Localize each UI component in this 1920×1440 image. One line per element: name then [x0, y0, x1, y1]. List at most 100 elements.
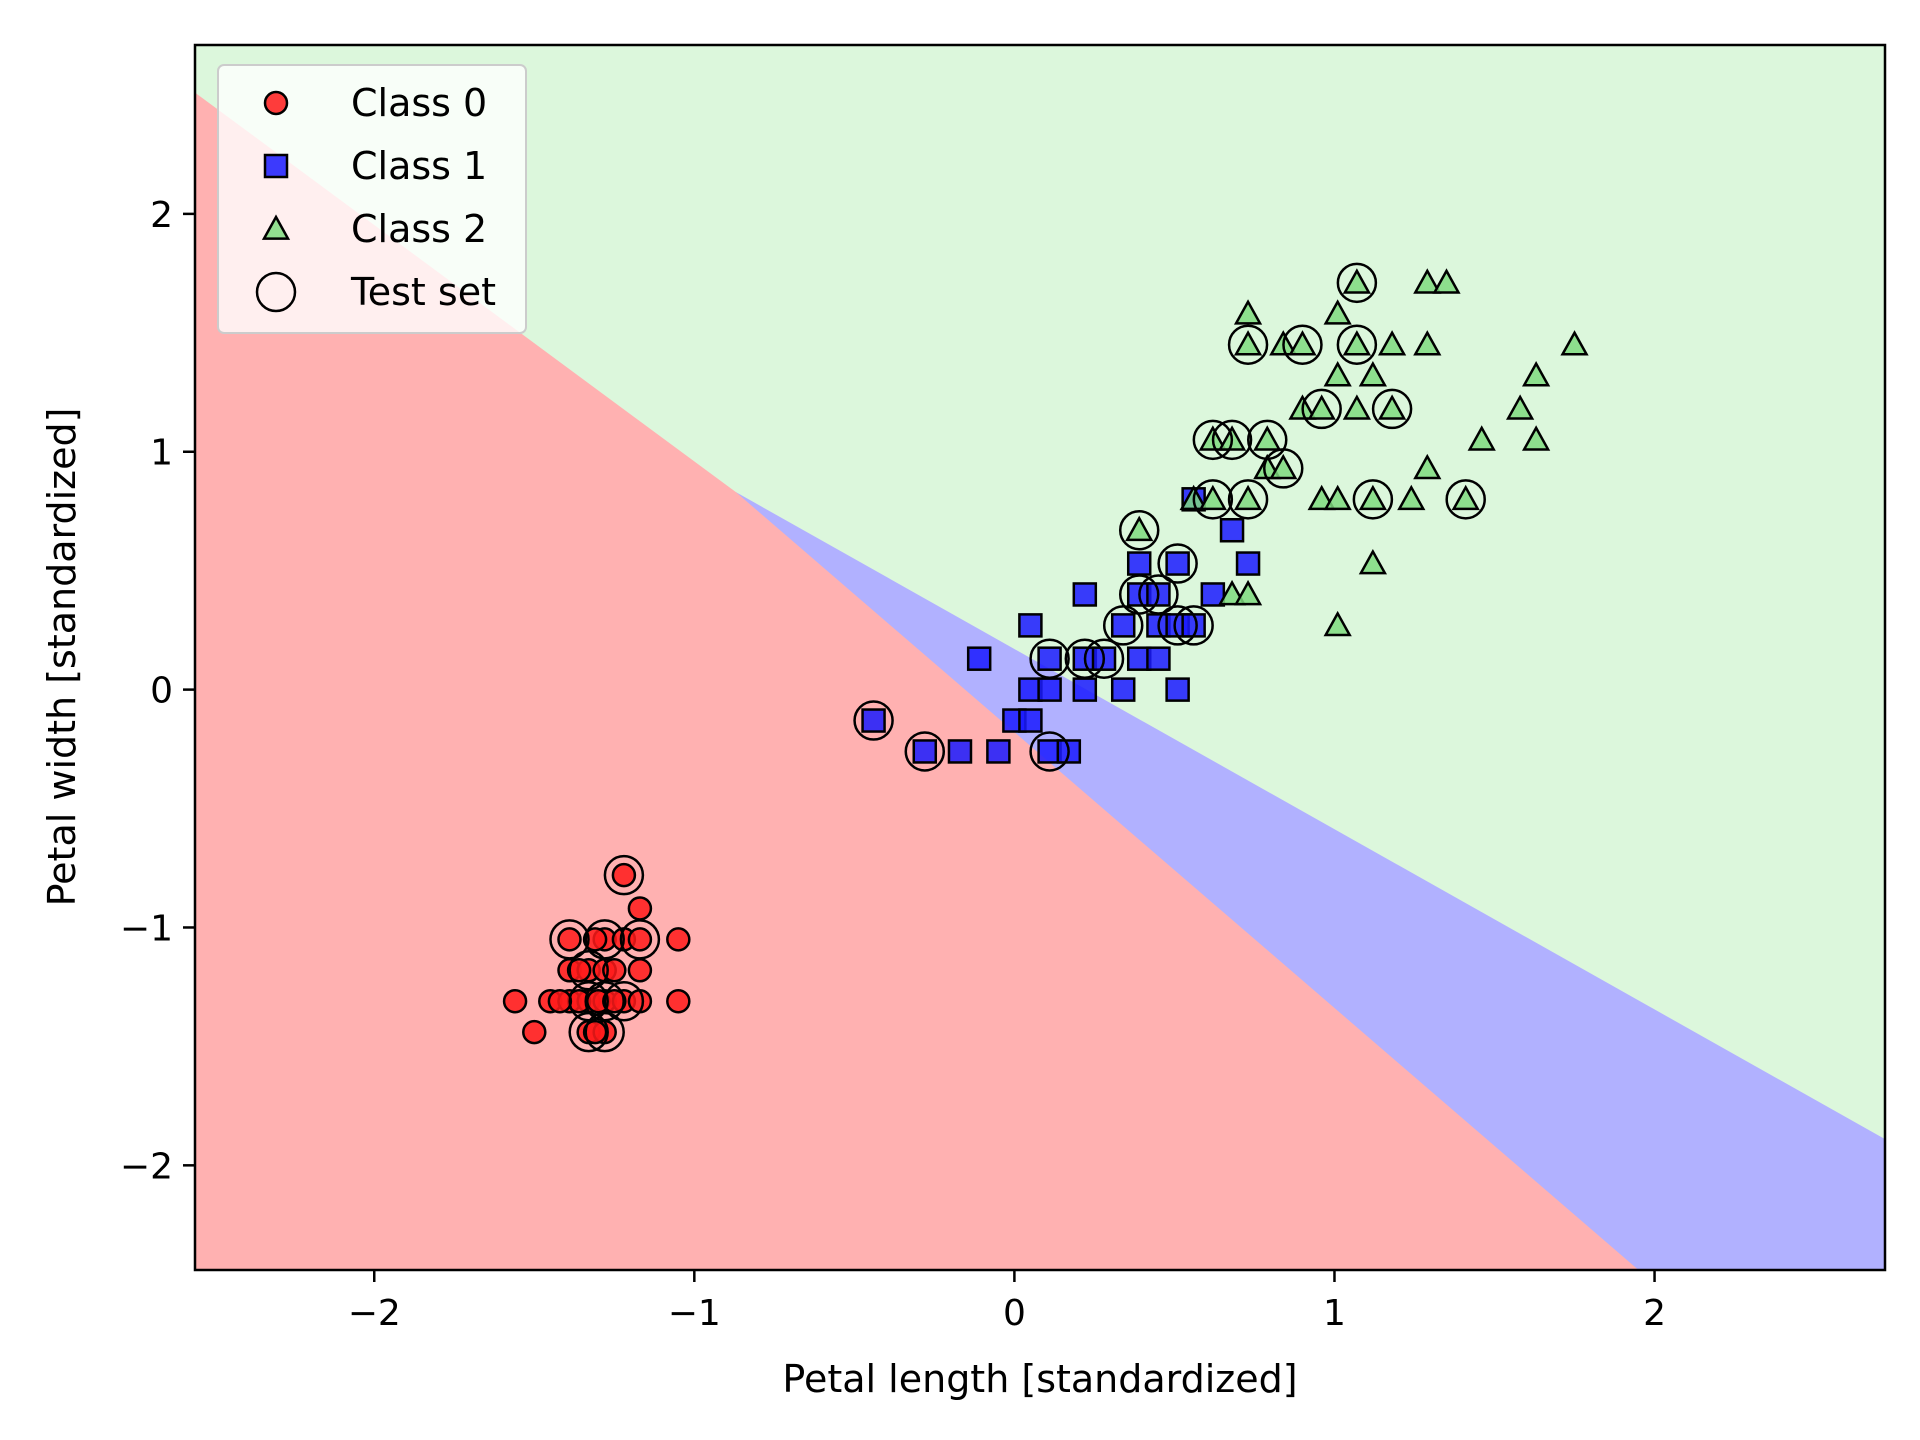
data-point — [584, 1011, 625, 1053]
data-point — [619, 919, 661, 960]
data-point — [1233, 330, 1263, 356]
data-point — [1173, 605, 1214, 646]
data-point — [1200, 582, 1226, 607]
data-point — [947, 739, 973, 764]
data-point — [1126, 551, 1152, 576]
x-tick-label: −1 — [668, 1293, 721, 1334]
data-point — [1235, 551, 1261, 576]
data-point — [1083, 638, 1125, 679]
legend-box — [217, 64, 527, 334]
y-tick-label: 0 — [150, 671, 173, 712]
data-point — [1138, 574, 1179, 615]
data-point — [1358, 548, 1388, 575]
x-tick-label: 2 — [1643, 1293, 1666, 1334]
data-point — [1064, 638, 1106, 679]
data-point — [1342, 268, 1371, 294]
data-point — [1432, 268, 1461, 294]
data-point — [1301, 388, 1342, 430]
data-point — [1072, 677, 1098, 702]
data-point — [547, 988, 573, 1014]
data-point — [1219, 517, 1245, 543]
data-point — [1165, 677, 1190, 702]
data-point — [1323, 299, 1352, 325]
data-point — [1336, 262, 1378, 304]
data-point — [912, 739, 938, 764]
data-point — [627, 927, 653, 952]
data-point — [1018, 613, 1043, 638]
data-point — [522, 1019, 547, 1045]
data-point — [1445, 479, 1486, 520]
x-axis-ticks: −2 −1 0 1 2 — [348, 1270, 1666, 1334]
data-point — [584, 980, 625, 1022]
data-point — [1198, 484, 1227, 511]
data-point — [986, 739, 1011, 764]
data-point — [611, 862, 637, 888]
data-point — [1165, 551, 1190, 576]
data-point — [1560, 330, 1589, 356]
data-point — [861, 708, 886, 733]
legend-marker — [255, 271, 297, 313]
data-point — [1157, 605, 1198, 646]
legend-entry: Class 2 — [261, 207, 487, 251]
data-point — [1227, 479, 1269, 520]
data-point — [602, 988, 627, 1014]
data-point — [1377, 330, 1407, 356]
data-points — [502, 262, 1589, 1053]
data-point — [1037, 677, 1062, 702]
data-point — [1192, 419, 1234, 461]
data-point — [1342, 394, 1371, 420]
legend-label: Class 1 — [351, 144, 487, 188]
legend: Class 0 Class 1 Class 2 Test set — [217, 64, 527, 334]
legend-label: Class 2 — [351, 207, 487, 251]
data-point — [1323, 361, 1352, 387]
data-point — [1323, 610, 1352, 637]
x-tick-label: 0 — [1003, 1293, 1026, 1334]
data-point — [904, 731, 946, 772]
y-tick-label: −2 — [120, 1146, 173, 1187]
data-point — [1342, 330, 1371, 356]
data-point — [1282, 324, 1323, 365]
decision-regions — [195, 45, 1885, 1270]
data-point — [1157, 543, 1198, 584]
data-point — [1352, 479, 1394, 520]
data-point — [1307, 394, 1336, 420]
data-point — [603, 854, 645, 896]
data-point — [1029, 731, 1070, 772]
data-point — [1110, 613, 1136, 638]
y-axis-ticks: −2 −1 0 1 2 — [120, 195, 195, 1187]
legend-label: Test set — [350, 270, 496, 314]
data-point — [1253, 425, 1282, 451]
region-class-0 — [195, 92, 1639, 1270]
data-point — [1358, 484, 1388, 511]
series-test-set — [549, 262, 1486, 1053]
y-tick-label: 2 — [150, 195, 173, 236]
data-point — [1018, 708, 1043, 733]
data-point — [1323, 484, 1352, 511]
data-point — [1413, 453, 1442, 480]
data-point — [1233, 484, 1263, 511]
data-point — [1521, 425, 1551, 451]
data-point — [1521, 361, 1551, 387]
data-point — [1029, 638, 1070, 679]
data-point — [666, 988, 691, 1014]
data-point — [853, 700, 894, 741]
data-point — [1146, 646, 1171, 671]
x-tick-label: 1 — [1323, 1293, 1346, 1334]
legend-entry: Class 0 — [263, 81, 487, 125]
legend-marker — [261, 214, 291, 240]
data-point — [1233, 579, 1263, 606]
data-point — [1125, 515, 1154, 542]
data-point — [1118, 574, 1160, 615]
data-point — [627, 896, 653, 921]
data-point — [1413, 330, 1442, 356]
data-point — [603, 980, 645, 1022]
data-point — [582, 1019, 608, 1045]
legend-label: Class 0 — [351, 81, 487, 125]
data-point — [1505, 394, 1535, 420]
data-point — [1451, 484, 1480, 511]
data-point — [1288, 330, 1317, 356]
x-axis-label: Petal length [standardized] — [782, 1357, 1297, 1401]
legend-entry: Test set — [255, 270, 496, 314]
data-point — [1233, 299, 1263, 325]
